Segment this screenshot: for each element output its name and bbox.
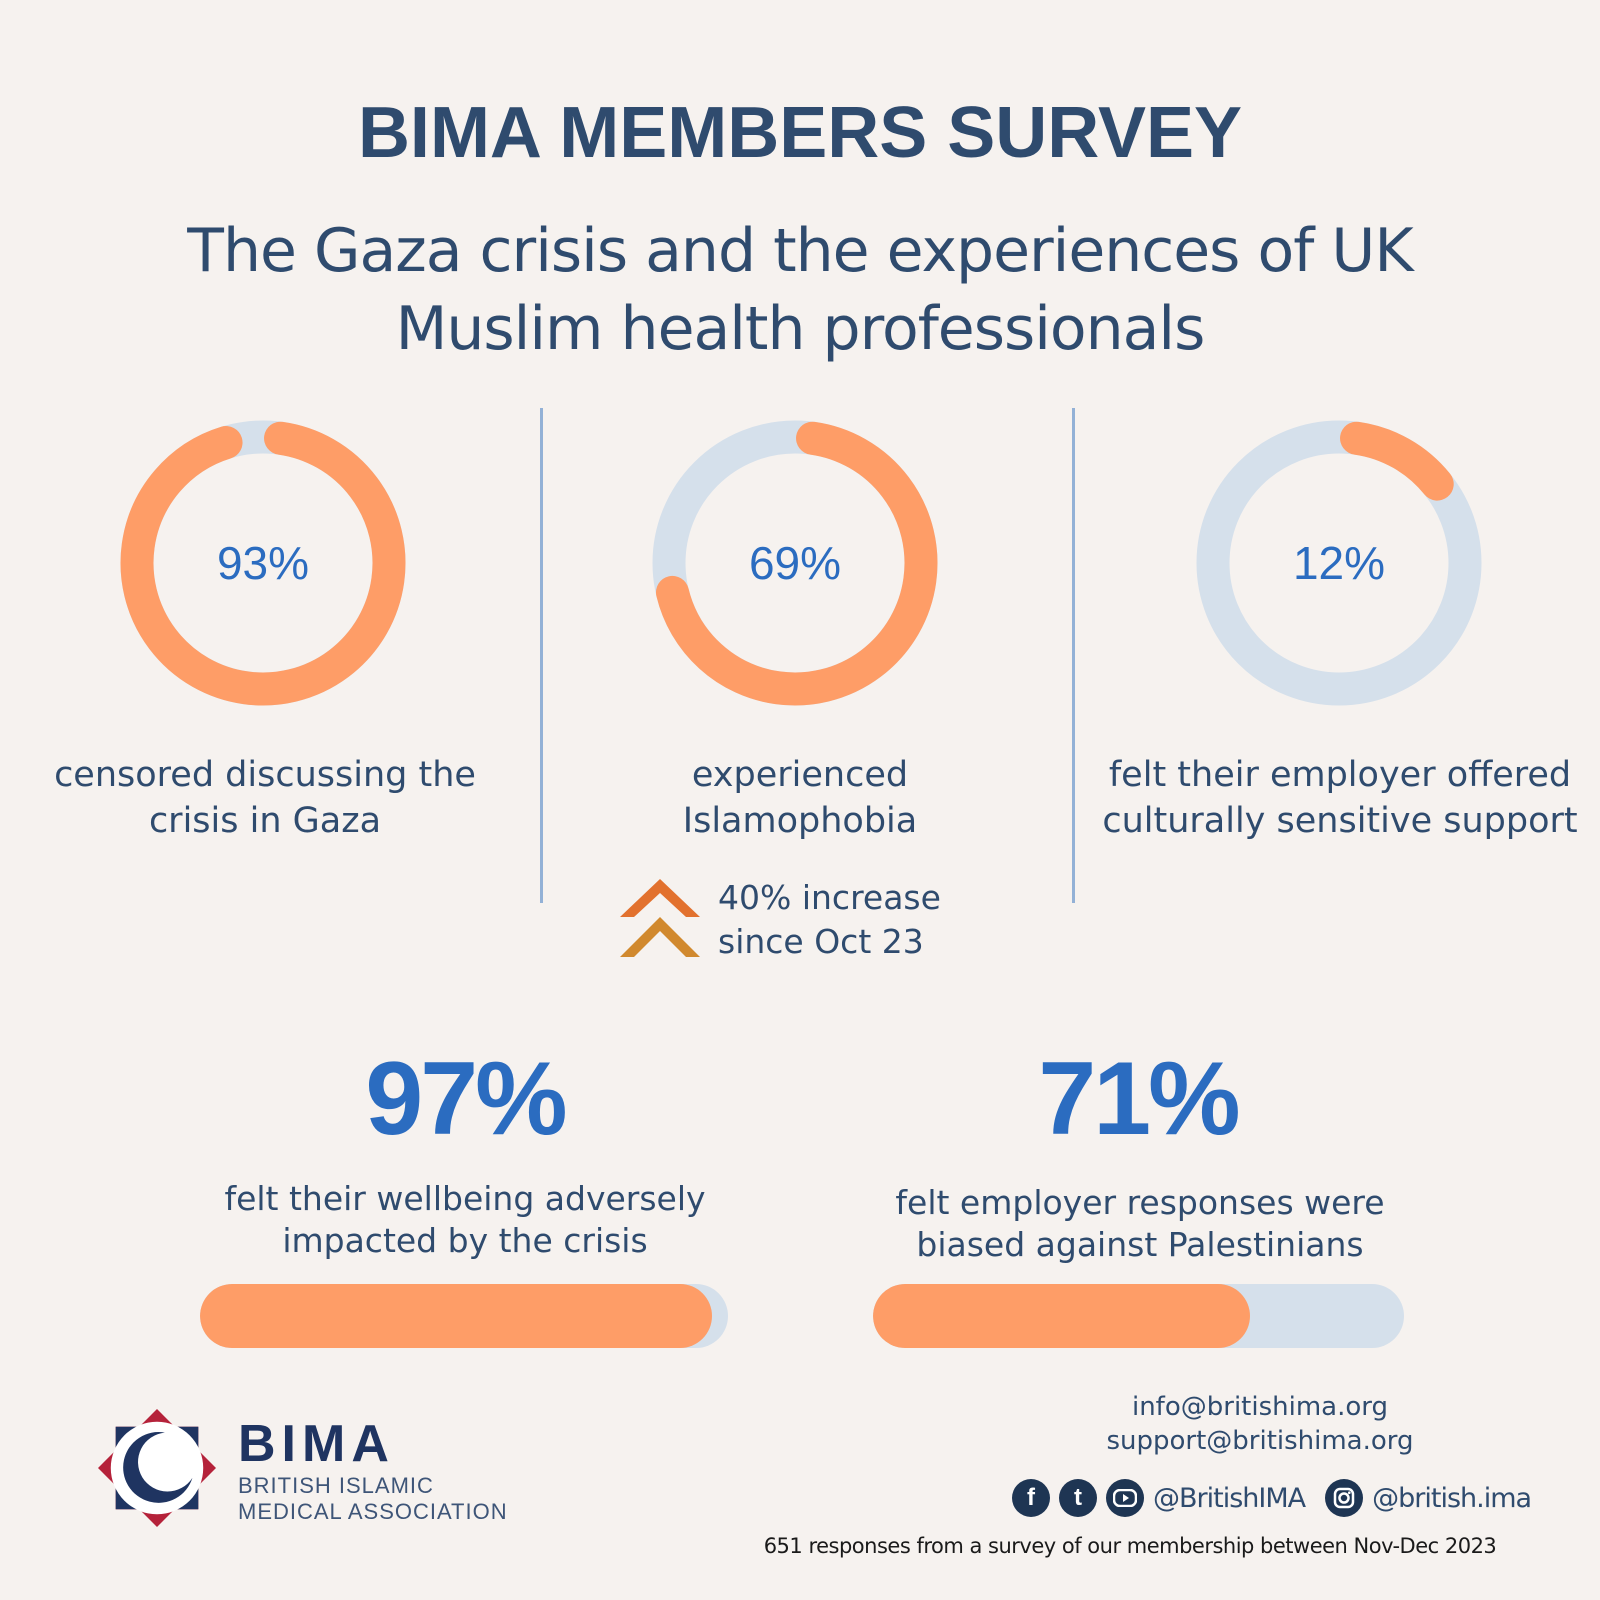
logo-tagline-line-2: MEDICAL ASSOCIATION bbox=[238, 1499, 508, 1524]
tumblr-icon[interactable]: t bbox=[1059, 1479, 1097, 1517]
social-handle-main[interactable]: @BritishIMA bbox=[1153, 1482, 1306, 1514]
donut-track bbox=[1196, 420, 1482, 706]
donut-chart-censored: 93% bbox=[113, 413, 413, 713]
subtitle-line-1: The Gaza crisis and the experiences of U… bbox=[187, 216, 1413, 286]
caption-line: Islamophobia bbox=[682, 801, 918, 841]
email-info-link[interactable]: info@britishima.org bbox=[1131, 1392, 1388, 1422]
donut-arc bbox=[120, 420, 406, 706]
caption-line: impacted by the crisis bbox=[282, 1221, 648, 1260]
caption-support: felt their employer offered culturally s… bbox=[1090, 752, 1590, 844]
caption-wellbeing: felt their wellbeing adversely impacted … bbox=[215, 1178, 715, 1262]
donut-svg bbox=[1196, 420, 1482, 706]
donut-chart-support: 12% bbox=[1189, 413, 1489, 713]
caption-line: felt their wellbeing adversely bbox=[224, 1179, 706, 1218]
caption-line: experienced bbox=[691, 755, 909, 795]
caption-line: censored discussing the bbox=[54, 755, 476, 795]
donut-arc bbox=[1196, 420, 1482, 706]
progress-bar-fill bbox=[200, 1284, 713, 1348]
column-divider-1 bbox=[540, 408, 543, 903]
progress-bar-wellbeing bbox=[200, 1284, 728, 1348]
logo-tagline: BRITISH ISLAMIC MEDICAL ASSOCIATION bbox=[238, 1473, 508, 1525]
instagram-icon[interactable] bbox=[1325, 1479, 1364, 1517]
increase-line-1: 40% increase bbox=[718, 878, 941, 917]
stat-bias-value: 71% bbox=[1038, 1041, 1240, 1157]
survey-footnote: 651 responses from a survey of our membe… bbox=[763, 1534, 1497, 1558]
progress-bar-bias bbox=[873, 1284, 1404, 1348]
email-support-link[interactable]: support@britishima.org bbox=[1106, 1426, 1414, 1456]
increase-note: 40% increase since Oct 23 bbox=[620, 876, 941, 964]
donut-svg bbox=[652, 420, 938, 706]
donut-value: 69% bbox=[748, 537, 842, 589]
contact-emails: info@britishima.org support@britishima.o… bbox=[1060, 1390, 1460, 1458]
social-handle-instagram[interactable]: @british.ima bbox=[1372, 1482, 1532, 1514]
column-divider-2 bbox=[1072, 408, 1075, 903]
caption-line: felt employer responses were bbox=[895, 1183, 1385, 1222]
progress-bar-fill bbox=[873, 1284, 1250, 1348]
double-chevron-up-icon bbox=[620, 879, 700, 957]
youtube-icon[interactable] bbox=[1106, 1479, 1144, 1517]
increase-line-2: since Oct 23 bbox=[718, 922, 924, 961]
donut-value: 12% bbox=[1292, 537, 1386, 589]
caption-line: culturally sensitive support bbox=[1102, 801, 1578, 841]
logo-wordmark: BIMA bbox=[238, 1415, 395, 1473]
caption-line: crisis in Gaza bbox=[148, 801, 382, 841]
page-subtitle: The Gaza crisis and the experiences of U… bbox=[0, 212, 1600, 368]
caption-censored: censored discussing the crisis in Gaza bbox=[40, 752, 490, 844]
donut-arc bbox=[652, 420, 938, 706]
caption-line: biased against Palestinians bbox=[916, 1225, 1364, 1264]
stat-wellbeing-value: 97% bbox=[365, 1041, 567, 1157]
caption-bias: felt employer responses were biased agai… bbox=[880, 1182, 1400, 1266]
donut-svg bbox=[120, 420, 406, 706]
caption-islamophobia: experienced Islamophobia bbox=[575, 752, 1025, 844]
donut-value: 93% bbox=[216, 537, 310, 589]
social-links: f t @BritishIMA @british.ima bbox=[1012, 1478, 1551, 1518]
bima-logo-icon bbox=[98, 1409, 216, 1527]
increase-text: 40% increase since Oct 23 bbox=[718, 876, 941, 964]
facebook-icon[interactable]: f bbox=[1012, 1479, 1050, 1517]
donut-chart-islamophobia: 69% bbox=[645, 413, 945, 713]
subtitle-line-2: Muslim health professionals bbox=[395, 294, 1206, 364]
caption-line: felt their employer offered bbox=[1108, 755, 1572, 795]
page-title: BIMA MEMBERS SURVEY bbox=[357, 93, 1243, 173]
logo-tagline-line-1: BRITISH ISLAMIC bbox=[238, 1473, 434, 1498]
